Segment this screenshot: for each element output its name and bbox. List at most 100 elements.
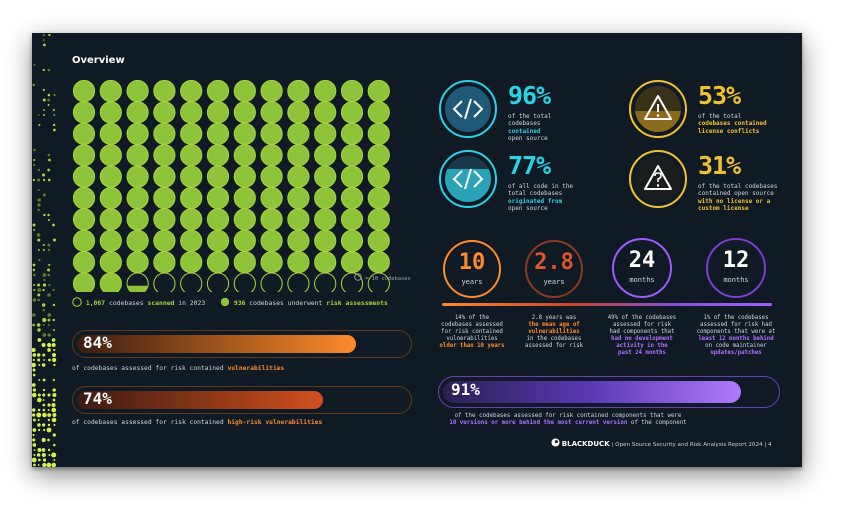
filled-dot <box>260 208 283 231</box>
footer-text: | Open Source Security and Risk Analysis… <box>611 442 772 448</box>
stat-line: total codebases <box>508 190 563 198</box>
strip-dot <box>47 93 51 97</box>
filled-dot <box>126 101 149 124</box>
strip-dot <box>32 408 36 412</box>
high-risk-pct: 74% <box>83 389 112 408</box>
scanned-hl: scanned <box>147 299 175 307</box>
no-license-pct: 31% <box>698 151 741 180</box>
strip-dot <box>53 363 56 367</box>
strip-dot <box>47 168 50 172</box>
years-ring-10-num: 10 <box>458 250 486 275</box>
desc-line: codebases assessed <box>441 322 503 328</box>
filled-dot <box>206 251 230 274</box>
originated-pct: 77% <box>508 151 551 180</box>
strip-dot <box>42 333 47 337</box>
strip-dot <box>42 399 45 401</box>
filled-dot <box>99 80 122 103</box>
strip-dot <box>37 178 41 182</box>
desc-line: activity in the <box>616 343 668 349</box>
footer-brand: BLACKDUCK <box>561 440 610 448</box>
vulnerabilities-caption-pre: of codebases assessed for risk contained <box>72 365 224 372</box>
strip-dot <box>37 283 41 287</box>
desc-line: older than 10 years <box>439 343 505 349</box>
strip-dot <box>42 288 45 292</box>
strip-dot <box>42 173 46 177</box>
strip-dot <box>36 397 42 403</box>
strip-dot <box>37 328 41 332</box>
strip-dot <box>33 288 36 292</box>
filled-dot <box>153 251 176 274</box>
desc-line: vulnerabilities <box>446 336 498 342</box>
risk-count: 936 <box>233 299 246 307</box>
filled-dot <box>153 208 176 231</box>
strip-dot <box>32 443 37 447</box>
desc-line: components that were at <box>696 329 776 335</box>
empty-dot <box>180 272 203 292</box>
years-ring-2-8: 2.8 years <box>525 240 583 298</box>
strip-dot <box>47 218 51 222</box>
months-ring-12-num: 12 <box>722 248 750 273</box>
filled-dot <box>180 122 203 145</box>
filled-dot <box>126 144 149 167</box>
strip-dot <box>42 308 46 312</box>
filled-dot <box>99 272 122 292</box>
open-source-pct: 96% <box>508 81 551 110</box>
stat-line: with no license or a <box>698 197 771 205</box>
filled-dot <box>340 229 364 252</box>
filled-dot <box>180 208 203 231</box>
strip-dot <box>52 393 57 397</box>
filled-dot <box>180 165 203 188</box>
strip-dot <box>47 333 51 337</box>
filled-dot <box>233 229 256 252</box>
filled-dot <box>260 80 283 103</box>
versions-behind-bar-fill <box>443 381 741 403</box>
filled-dot <box>99 122 122 145</box>
strip-dot <box>32 358 35 362</box>
stat-line: codebases contained <box>698 120 767 128</box>
strip-dot <box>42 193 46 197</box>
strip-dot <box>47 418 51 422</box>
strip-dot <box>42 403 46 407</box>
strip-dot <box>47 413 52 417</box>
page-title: Overview <box>72 55 125 66</box>
strip-dot <box>51 343 56 347</box>
strip-dot <box>36 233 41 237</box>
versions-behind-pct: 91% <box>451 380 480 399</box>
strip-dot <box>53 459 56 461</box>
filled-dot <box>126 186 149 210</box>
strip-dot <box>42 68 45 72</box>
strip-dot <box>37 198 42 202</box>
filled-dot <box>260 186 283 210</box>
strip-dot <box>47 409 50 411</box>
filled-dot <box>72 272 96 292</box>
filled-dot <box>233 186 256 210</box>
filled-dot <box>206 229 230 252</box>
code-icon <box>439 150 497 208</box>
strip-dot <box>42 283 47 287</box>
filled-dot <box>340 208 364 231</box>
filled-dot <box>314 80 337 103</box>
filled-circle-icon <box>220 297 230 307</box>
desc-line: had components that <box>609 329 675 335</box>
strip-dot <box>37 408 41 412</box>
license-conflicts-text: of the total codebases contained license c… <box>698 113 767 135</box>
filled-dot <box>206 208 230 231</box>
strip-dot <box>52 303 56 307</box>
strip-dot <box>43 109 45 111</box>
strip-dot <box>33 453 36 457</box>
filled-dot <box>314 144 337 167</box>
strip-dot <box>32 438 36 442</box>
strip-dot <box>33 228 36 232</box>
strip-dot <box>42 323 45 327</box>
filled-dot <box>180 101 203 124</box>
strip-dot <box>37 293 41 297</box>
legend-scanned: 1,067 codebases scanned in 2023 <box>72 297 205 307</box>
filled-dot <box>153 144 176 167</box>
years-ring-10: 10 years <box>443 240 501 298</box>
filled-dot <box>72 229 96 252</box>
desc-older-than-10: 14% of the codebases assessed for risk con… <box>431 315 513 350</box>
strip-dot <box>42 378 46 382</box>
strip-dot <box>37 358 41 362</box>
strip-dot <box>33 463 36 467</box>
strip-dot <box>38 458 41 462</box>
